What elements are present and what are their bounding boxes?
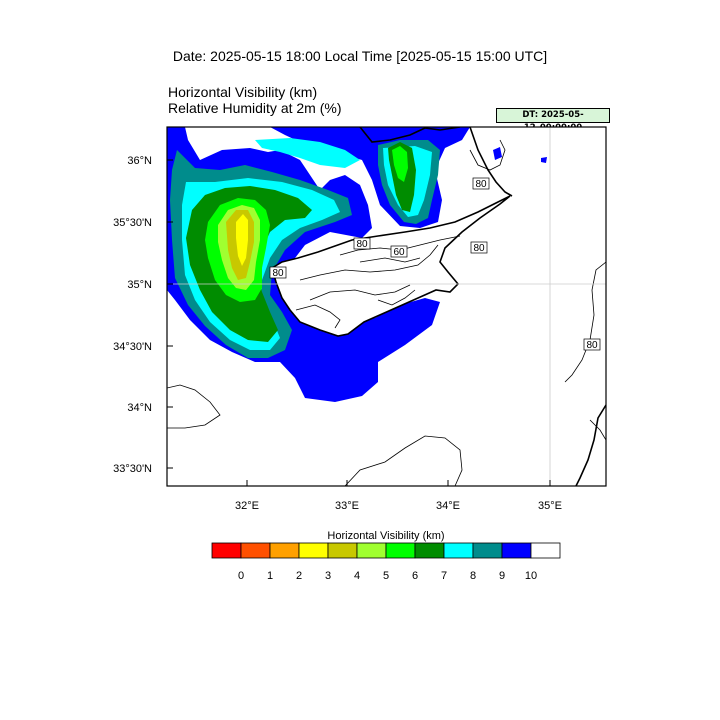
colorbar-level-label: 3 — [325, 570, 331, 582]
variable-line-humidity: Relative Humidity at 2m (%) — [168, 100, 342, 116]
colorbar-level-label: 7 — [441, 570, 447, 582]
colorbar-level-label: 5 — [383, 570, 389, 582]
y-tick-label: 35°30'N — [113, 217, 152, 229]
colorbar: Horizontal Visibility (km) 0 1 2 3 4 5 6 7 8 9 10 — [211, 530, 561, 582]
variable-title: Horizontal Visibility (km) Relative Humi… — [168, 84, 342, 116]
humidity-contour — [299, 244, 439, 281]
visibility-zone-green-north — [392, 146, 408, 182]
svg-text:80: 80 — [272, 268, 284, 279]
y-axis: 36°N 35°30'N 35°N 34°30'N 34°N 33°30'N — [113, 155, 173, 475]
colorbar-box — [211, 542, 242, 559]
contour-label-1: 80 — [472, 177, 490, 190]
x-axis: 32°E 33°E 34°E 35°E — [235, 480, 562, 512]
humidity-contour — [589, 419, 606, 441]
colorbar-box — [298, 542, 329, 559]
contour-label-6: 80 — [583, 338, 601, 351]
colorbar-box — [385, 542, 416, 559]
humidity-contour — [167, 384, 221, 429]
colorbar-level-label: 0 — [238, 570, 244, 582]
x-tick-label: 35°E — [538, 500, 562, 512]
visibility-zone-yellow — [236, 214, 248, 266]
colorbar-title: Horizontal Visibility (km) — [327, 530, 444, 542]
colorbar-level-label: 6 — [412, 570, 418, 582]
humidity-contour — [564, 261, 606, 383]
svg-text:80: 80 — [586, 340, 598, 351]
colorbar-boxes — [211, 542, 561, 559]
date-title: Date: 2025-05-15 18:00 Local Time [2025-… — [172, 48, 548, 64]
colorbar-level-label: 1 — [267, 570, 273, 582]
colorbar-box — [356, 542, 387, 559]
x-tick-label: 34°E — [436, 500, 460, 512]
colorbar-level-label: 4 — [354, 570, 360, 582]
colorbar-box — [530, 542, 561, 559]
contour-label-4: 80 — [470, 241, 488, 254]
colorbar-level-label: 2 — [296, 570, 302, 582]
variable-line-visibility: Horizontal Visibility (km) — [168, 84, 318, 100]
colorbar-level-label: 9 — [499, 570, 505, 582]
humidity-contour — [469, 139, 506, 171]
x-tick-label: 32°E — [235, 500, 259, 512]
coastline-levant — [575, 404, 606, 486]
y-tick-label: 36°N — [127, 155, 152, 167]
svg-text:80: 80 — [475, 179, 487, 190]
humidity-contours — [167, 139, 606, 486]
y-tick-label: 34°N — [127, 402, 152, 414]
colorbar-box — [327, 542, 358, 559]
colorbar-level-label: 8 — [470, 570, 476, 582]
humidity-contour — [377, 289, 416, 306]
colorbar-box — [472, 542, 503, 559]
svg-text:80: 80 — [356, 239, 368, 250]
map-frame — [166, 126, 607, 487]
visibility-zone-blue-offshore — [493, 147, 547, 163]
colorbar-box — [240, 542, 271, 559]
colorbar-box — [501, 542, 532, 559]
humidity-contour — [309, 284, 411, 301]
humidity-contour — [295, 304, 341, 329]
contour-label-2: 80 — [353, 237, 371, 250]
contour-label-5: 80 — [269, 266, 287, 279]
svg-text:80: 80 — [473, 243, 485, 254]
humidity-contour — [344, 435, 463, 486]
colorbar-box — [414, 542, 445, 559]
y-tick-label: 35°N — [127, 279, 152, 291]
contour-label-3: 60 — [390, 245, 408, 258]
colorbar-box — [269, 542, 300, 559]
colorbar-labels: 0 1 2 3 4 5 6 7 8 9 10 — [238, 570, 537, 582]
svg-text:60: 60 — [393, 247, 405, 258]
colorbar-level-label: 10 — [525, 570, 537, 582]
coastline-turkey — [359, 127, 513, 197]
visibility-zone-cyan-north — [255, 138, 360, 168]
y-tick-label: 33°30'N — [113, 463, 152, 475]
map-plot-area: 80 80 60 80 80 80 — [167, 127, 606, 486]
y-tick-label: 34°30'N — [113, 341, 152, 353]
x-tick-label: 33°E — [335, 500, 359, 512]
humidity-contour — [359, 257, 421, 263]
colorbar-box — [443, 542, 474, 559]
